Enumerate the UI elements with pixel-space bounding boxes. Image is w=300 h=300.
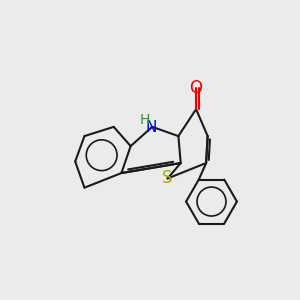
Text: S: S: [162, 169, 173, 188]
Text: O: O: [190, 80, 202, 98]
Text: H: H: [139, 113, 150, 127]
Text: N: N: [146, 120, 157, 135]
